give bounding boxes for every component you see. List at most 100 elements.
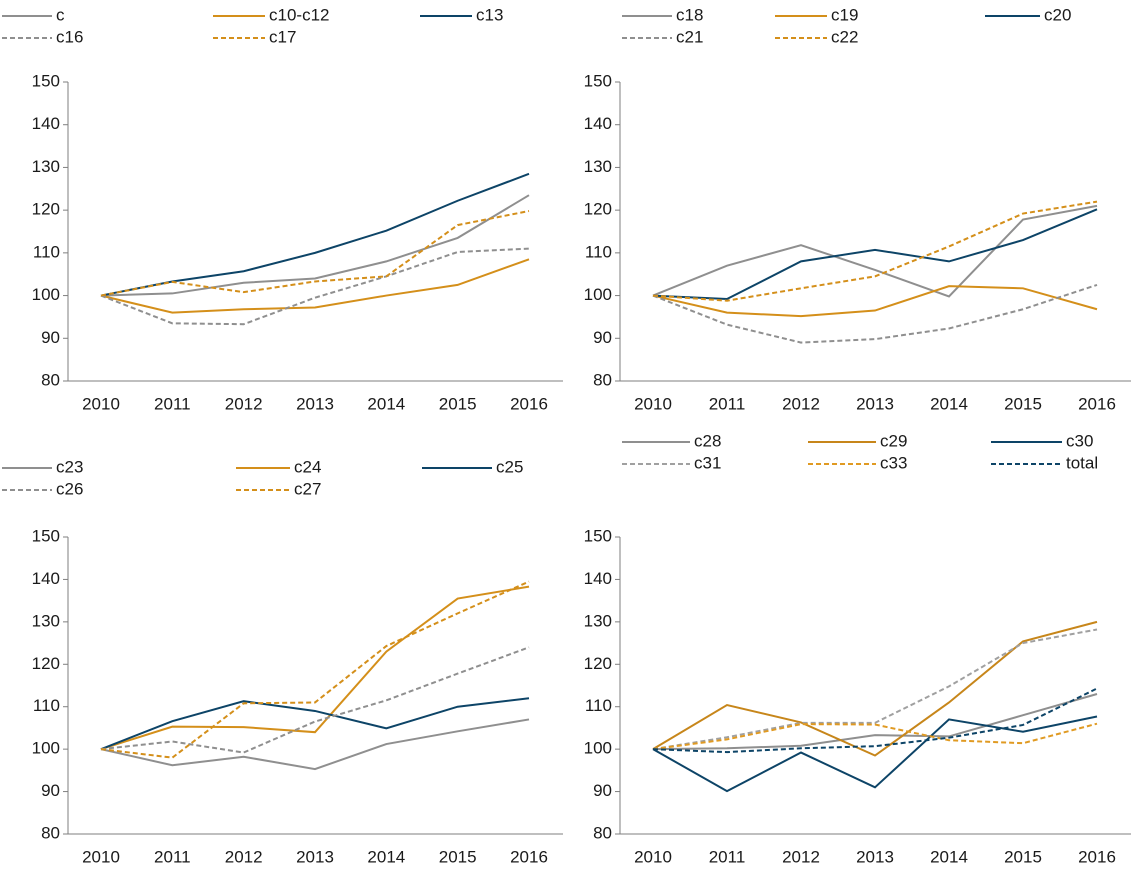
x-tick-label: 2015 [1004,394,1042,413]
y-tick-label: 110 [585,696,612,715]
legend-label: c23 [56,457,83,476]
series-line [652,200,1098,302]
series-line [652,285,1098,318]
x-tick-label: 2012 [225,847,263,866]
y-tick-label: 120 [584,654,612,673]
x-tick-label: 2013 [296,394,334,413]
x-tick-label: 2012 [782,394,820,413]
legend-label: c16 [56,27,83,46]
series-line [100,247,530,326]
legend-label: c20 [1044,5,1071,24]
series-line [652,693,1098,751]
y-tick-label: 150 [584,71,612,90]
legend-label: total [1066,453,1098,472]
x-tick-label: 2013 [856,847,894,866]
legend-label: c26 [56,479,83,498]
legend-label: c28 [694,431,721,450]
y-tick-label: 140 [32,569,60,588]
x-tick-label: 2016 [510,394,548,413]
y-tick-label: 90 [593,781,612,800]
series-line [100,646,530,754]
y-tick-label: 100 [32,739,60,758]
x-tick-label: 2012 [225,394,263,413]
y-tick-label: 100 [584,285,612,304]
x-tick-label: 2014 [930,847,968,866]
legend-label: c [56,5,65,24]
y-tick-label: 120 [32,200,60,219]
y-tick-label: 110 [33,696,60,715]
x-tick-label: 2014 [367,394,405,413]
x-tick-label: 2010 [634,394,672,413]
legend-label: c29 [880,431,907,450]
series-line [100,697,530,751]
y-tick-label: 80 [593,823,612,842]
legend-label: c22 [831,27,858,46]
series-line [652,687,1098,754]
legend-label: c24 [294,457,321,476]
y-tick-label: 120 [584,200,612,219]
x-tick-label: 2016 [1078,394,1116,413]
y-tick-label: 130 [32,157,60,176]
y-tick-label: 80 [593,370,612,389]
y-tick-label: 100 [32,285,60,304]
y-tick-label: 130 [32,611,60,630]
series-line [100,194,530,297]
x-tick-label: 2013 [856,394,894,413]
legend-label: c27 [294,479,321,498]
x-tick-label: 2011 [154,847,191,866]
y-tick-label: 130 [584,157,612,176]
y-tick-label: 150 [584,526,612,545]
x-tick-label: 2011 [709,394,746,413]
series-line [652,722,1098,751]
series-line [652,628,1098,751]
legend-label: c33 [880,453,907,472]
y-tick-label: 140 [584,114,612,133]
legend-label: c31 [694,453,721,472]
series-line [652,715,1098,793]
series-line [100,585,530,751]
legend-label: c17 [269,27,296,46]
legend-label: c10-c12 [269,5,329,24]
x-tick-label: 2011 [709,847,746,866]
series-line [652,208,1098,301]
x-tick-label: 2015 [439,394,477,413]
series-line [652,204,1098,298]
y-tick-label: 140 [584,569,612,588]
y-tick-label: 120 [32,654,60,673]
legend-label: c13 [476,5,503,24]
y-tick-label: 80 [41,823,60,842]
x-tick-label: 2016 [510,847,548,866]
legend-label: c25 [496,457,523,476]
y-tick-label: 90 [593,328,612,347]
y-tick-label: 110 [33,242,60,261]
y-tick-label: 100 [584,739,612,758]
x-tick-label: 2016 [1078,847,1116,866]
y-tick-label: 150 [32,526,60,545]
x-tick-label: 2013 [296,847,334,866]
y-tick-label: 130 [584,611,612,630]
x-tick-label: 2014 [367,847,405,866]
x-tick-label: 2010 [82,847,120,866]
y-tick-label: 80 [41,370,60,389]
y-tick-label: 140 [32,114,60,133]
x-tick-label: 2014 [930,394,968,413]
x-tick-label: 2010 [634,847,672,866]
series-line [652,620,1098,757]
x-tick-label: 2015 [439,847,477,866]
legend-label: c21 [676,27,703,46]
series-line [100,580,530,759]
legend-label: c19 [831,5,858,24]
series-line [652,283,1098,344]
series-line [100,210,530,297]
y-tick-label: 110 [585,242,612,261]
x-tick-label: 2012 [782,847,820,866]
y-tick-label: 150 [32,71,60,90]
legend-label: c18 [676,5,703,24]
y-tick-label: 90 [41,781,60,800]
legend-label: c30 [1066,431,1093,450]
x-tick-label: 2015 [1004,847,1042,866]
y-tick-label: 90 [41,328,60,347]
x-tick-label: 2010 [82,394,120,413]
x-tick-label: 2011 [154,394,191,413]
